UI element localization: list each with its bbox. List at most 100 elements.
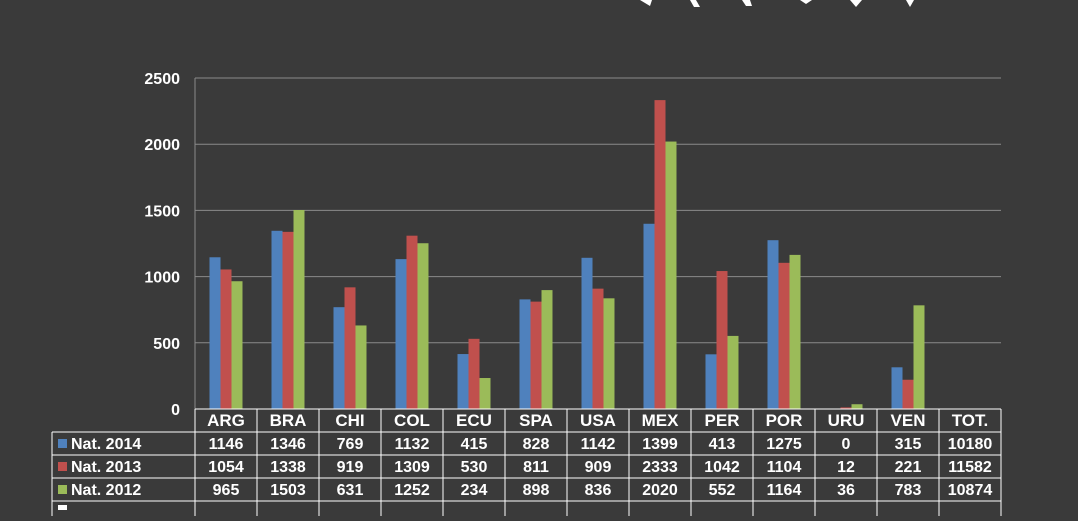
table-cell-total: 10180 bbox=[948, 436, 993, 453]
table-cell: 12 bbox=[837, 459, 855, 476]
y-tick-label: 1500 bbox=[144, 203, 180, 220]
table-header-col: COL bbox=[394, 411, 430, 430]
bar-ven-0 bbox=[891, 367, 903, 409]
table-cell: 898 bbox=[523, 482, 550, 499]
legend-label: Nat. 2013 bbox=[71, 459, 141, 476]
chart-title-fragment bbox=[640, 0, 914, 7]
table-cell-total: 10874 bbox=[948, 482, 993, 499]
table-cell: 836 bbox=[585, 482, 612, 499]
bar-per-0 bbox=[705, 354, 717, 409]
bar-chi-0 bbox=[333, 307, 345, 409]
bar-arg-0 bbox=[209, 257, 221, 409]
table-header-bra: BRA bbox=[270, 411, 307, 430]
bar-spa-0 bbox=[519, 299, 531, 409]
bar-bra-1 bbox=[282, 231, 294, 409]
table-header-uru: URU bbox=[828, 411, 865, 430]
table-cell: 1146 bbox=[209, 436, 244, 453]
legend-label: Nat. 2014 bbox=[71, 436, 141, 453]
y-tick-label: 0 bbox=[171, 402, 180, 419]
table-cell: 1275 bbox=[766, 436, 802, 453]
table-cell: 1346 bbox=[270, 436, 306, 453]
table-cell: 2333 bbox=[642, 459, 678, 476]
y-tick-labels: 0 500 1000 1500 2000 2500 bbox=[144, 71, 180, 419]
bar-usa-2 bbox=[603, 298, 615, 409]
table-cell: 1309 bbox=[394, 459, 430, 476]
table-cell: 909 bbox=[585, 459, 612, 476]
table-cell: 1252 bbox=[394, 482, 430, 499]
bar-ven-1 bbox=[902, 379, 914, 409]
bar-uru-2 bbox=[851, 404, 863, 409]
table-cell-total: 11582 bbox=[948, 459, 992, 476]
legend-key bbox=[58, 485, 67, 494]
table-cell: 828 bbox=[523, 436, 550, 453]
bar-uru-1 bbox=[840, 407, 852, 409]
bar-per-2 bbox=[727, 335, 739, 409]
bar-spa-2 bbox=[541, 290, 553, 409]
legend-label: Nat. 2012 bbox=[71, 482, 141, 499]
table-header-ecu: ECU bbox=[456, 411, 492, 430]
bars bbox=[209, 100, 925, 409]
table-cell: 1042 bbox=[704, 459, 740, 476]
bar-col-2 bbox=[417, 243, 429, 409]
table-cell: 415 bbox=[461, 436, 488, 453]
table-cell: 631 bbox=[337, 482, 364, 499]
table-cell: 1132 bbox=[395, 436, 430, 453]
bar-col-1 bbox=[406, 235, 418, 409]
table-cell: 221 bbox=[895, 459, 922, 476]
y-tick-label: 2500 bbox=[144, 71, 180, 88]
table-cell: 413 bbox=[709, 436, 736, 453]
table-cell: 769 bbox=[337, 436, 364, 453]
bar-ecu-2 bbox=[479, 378, 491, 409]
bar-chi-1 bbox=[344, 287, 356, 409]
table-cell: 919 bbox=[337, 459, 364, 476]
y-tick-label: 1000 bbox=[144, 270, 180, 287]
table-header-per: PER bbox=[705, 411, 740, 430]
table-cell: 1338 bbox=[270, 459, 306, 476]
table-cell: 1164 bbox=[767, 482, 802, 499]
table-cell: 315 bbox=[895, 436, 922, 453]
bar-por-1 bbox=[778, 262, 790, 409]
bar-spa-1 bbox=[530, 301, 542, 409]
bar-ven-2 bbox=[913, 305, 925, 409]
bar-por-2 bbox=[789, 254, 801, 409]
table-cell: 530 bbox=[461, 459, 488, 476]
table-header-spa: SPA bbox=[519, 411, 553, 430]
y-tick-label: 500 bbox=[153, 336, 180, 353]
bar-mex-2 bbox=[665, 141, 677, 409]
bar-chi-2 bbox=[355, 325, 367, 409]
legend-key bbox=[58, 462, 67, 471]
bar-col-0 bbox=[395, 259, 407, 409]
table-cell: 0 bbox=[842, 436, 851, 453]
legend-key-partial bbox=[58, 505, 67, 510]
table-cell: 1503 bbox=[270, 482, 306, 499]
bar-usa-0 bbox=[581, 257, 593, 409]
table-header-mex: MEX bbox=[642, 411, 680, 430]
bar-ecu-0 bbox=[457, 354, 469, 409]
table-cell: 1104 bbox=[767, 459, 802, 476]
table-header-chi: CHI bbox=[335, 411, 364, 430]
table-header-arg: ARG bbox=[207, 411, 245, 430]
table-cell: 965 bbox=[213, 482, 240, 499]
table-header-ven: VEN bbox=[891, 411, 926, 430]
table-cell: 1142 bbox=[581, 436, 616, 453]
table-cell: 552 bbox=[709, 482, 736, 499]
table-header-tot: TOT. bbox=[952, 411, 989, 430]
bar-per-1 bbox=[716, 271, 728, 409]
data-table: ARG BRA CHI COL ECU SPA USA MEX PER POR URU VEN TOT.… bbox=[51, 408, 1002, 516]
table-header-usa: USA bbox=[580, 411, 616, 430]
bar-arg-1 bbox=[220, 269, 232, 409]
y-tick-label: 2000 bbox=[144, 137, 180, 154]
bar-usa-1 bbox=[592, 288, 604, 409]
table-cell: 811 bbox=[523, 459, 549, 476]
bar-bra-0 bbox=[271, 230, 283, 409]
bar-bra-2 bbox=[293, 210, 305, 409]
table-cell: 1054 bbox=[208, 459, 244, 476]
bar-mex-0 bbox=[643, 223, 655, 409]
table-cell: 1399 bbox=[642, 436, 678, 453]
table-header-por: POR bbox=[766, 411, 803, 430]
legend-key bbox=[58, 439, 67, 448]
bar-mex-1 bbox=[654, 100, 666, 409]
